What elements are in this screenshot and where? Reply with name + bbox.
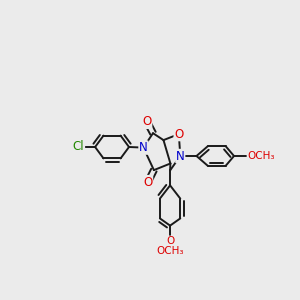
Text: O: O [143, 176, 152, 189]
Text: O: O [174, 128, 183, 141]
Text: OCH₃: OCH₃ [248, 151, 275, 161]
Text: O: O [247, 151, 256, 161]
Text: N: N [139, 141, 148, 154]
Text: Cl: Cl [73, 140, 84, 154]
Text: O: O [142, 115, 152, 128]
Text: OCH₃: OCH₃ [156, 246, 184, 256]
Text: O: O [166, 236, 174, 246]
Text: N: N [176, 149, 185, 163]
